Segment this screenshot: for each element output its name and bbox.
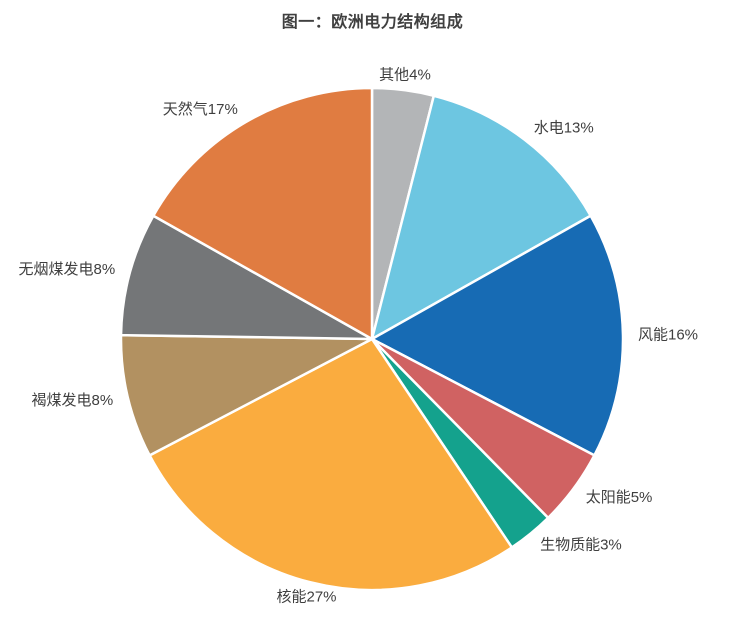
pie-slice-label-0: 其他4% [379,67,431,84]
chart-title: 图一：欧洲电力结构组成 [281,14,464,31]
pie-slice-label-5: 核能27% [276,588,336,605]
pie-slice-label-7: 无烟煤发电8% [19,261,116,278]
pie-slice-8 [152,86,374,341]
pie-slice-label-8: 天然气17% [163,101,238,118]
pie-slice-1 [370,94,592,341]
pie-slice-label-2: 风能16% [638,326,698,343]
pie-slice-5 [148,337,514,592]
pie-slice-2 [370,214,625,457]
pie-slice-6 [119,333,374,457]
pie-slice-label-4: 生物质能3% [540,537,622,554]
pie-slice-label-1: 水电13% [534,119,594,136]
pie-slice-label-6: 褐煤发电8% [32,392,114,409]
pie-slice-7 [119,214,374,341]
pie-slice-label-3: 太阳能5% [586,489,653,506]
